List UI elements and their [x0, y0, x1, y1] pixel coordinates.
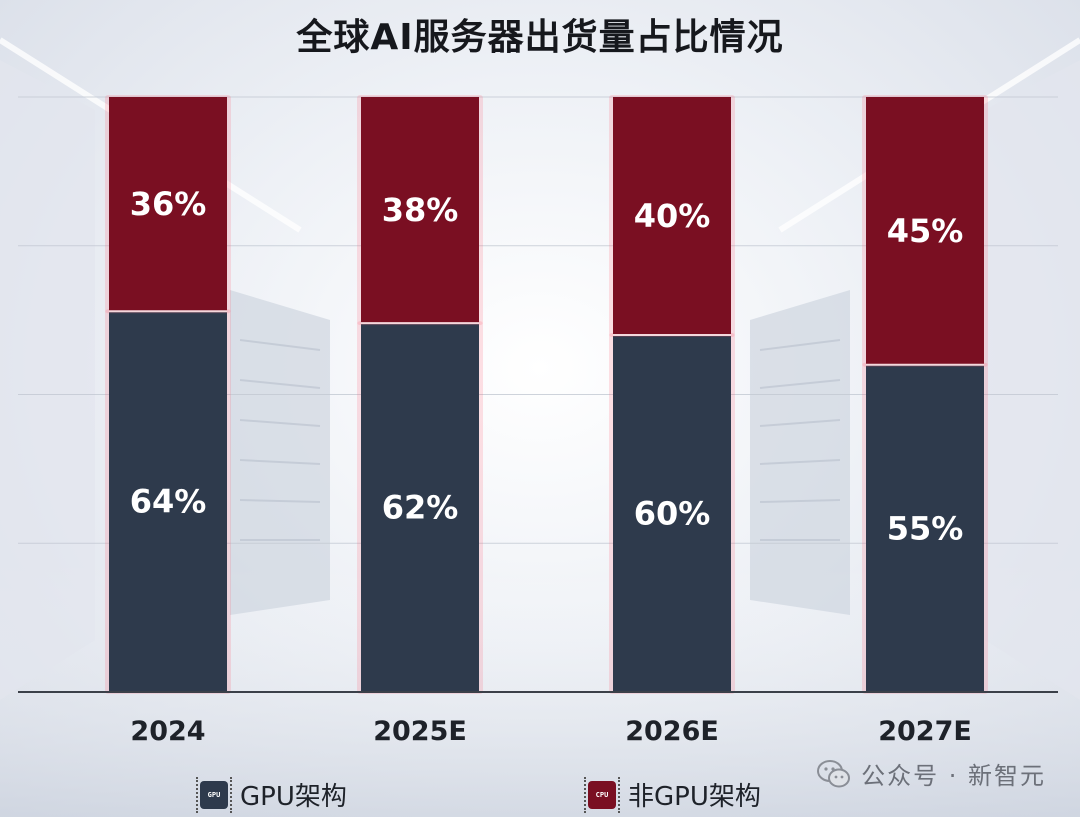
x-tick-label-2025E: 2025E: [373, 716, 467, 747]
bar-gpu-2025E: [361, 323, 479, 692]
legend-label-non-gpu: 非GPU架构: [628, 782, 761, 812]
data-label-gpu-2024: 64%: [130, 483, 207, 521]
chart-title: 全球AI服务器出货量占比情况: [296, 17, 784, 58]
data-label-non-gpu-2025E: 38%: [382, 191, 459, 229]
bar-gpu-2027E: [866, 364, 984, 692]
legend-item-gpu: GPU GPU架构: [196, 776, 347, 813]
data-label-non-gpu-2024: 36%: [130, 185, 207, 223]
bar-non-gpu-2025E: [361, 97, 479, 324]
bar-non-gpu-2026E: [613, 97, 731, 335]
cpu-chip-icon: CPU: [584, 776, 620, 813]
watermark: 公众号 · 新智元: [817, 756, 1046, 791]
bar-gpu-2024: [109, 311, 227, 692]
x-tick-label-2026E: 2026E: [625, 716, 719, 747]
data-label-non-gpu-2026E: 40%: [634, 197, 711, 235]
data-label-gpu-2025E: 62%: [382, 489, 459, 527]
x-tick-label-2027E: 2027E: [878, 716, 972, 747]
wechat-icon: [817, 759, 851, 787]
bar-non-gpu-2027E: [866, 97, 984, 365]
gpu-chip-icon: GPU: [196, 776, 232, 813]
data-label-gpu-2026E: 60%: [634, 495, 711, 533]
legend-item-non-gpu: CPU 非GPU架构: [584, 776, 761, 813]
x-tick-label-2024: 2024: [130, 716, 205, 747]
legend-label-gpu: GPU架构: [240, 782, 347, 812]
watermark-text: 公众号 · 新智元: [861, 762, 1046, 790]
bar-gpu-2026E: [613, 335, 731, 692]
data-label-non-gpu-2027E: 45%: [887, 212, 964, 250]
data-label-gpu-2027E: 55%: [887, 509, 964, 547]
bar-non-gpu-2024: [109, 97, 227, 312]
